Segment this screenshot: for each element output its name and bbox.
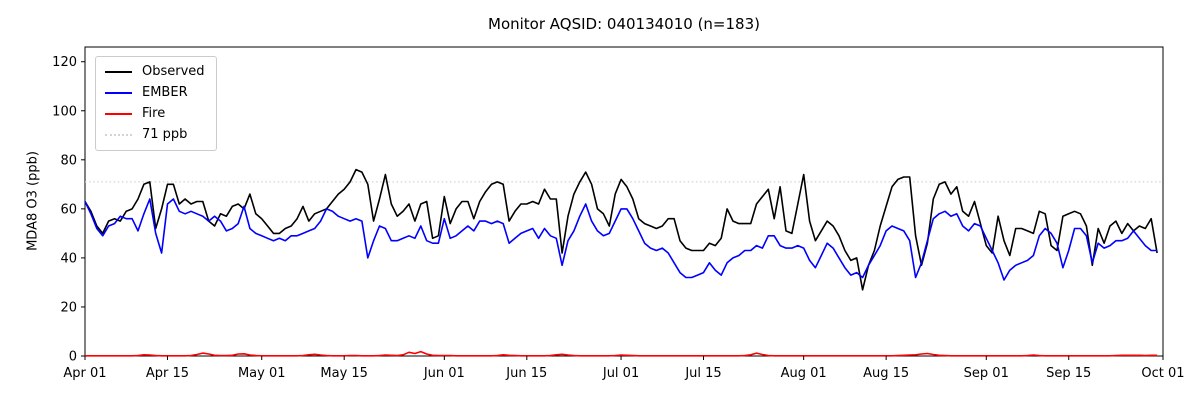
observed-line-sample <box>105 71 132 73</box>
y-tick-label: 100 <box>52 104 77 119</box>
y-tick-label: 0 <box>69 350 77 365</box>
fire-line-sample <box>105 113 132 115</box>
legend-label-fire: Fire <box>142 106 166 121</box>
legend-entry-fire: Fire <box>105 107 205 121</box>
x-tick-label: May 01 <box>238 366 286 381</box>
y-tick-label: 60 <box>60 202 77 217</box>
y-axis-label: MDA8 O3 (ppb) <box>25 151 41 251</box>
legend-entry-observed: Observed <box>105 65 205 79</box>
x-tick-label: Jun 15 <box>505 366 547 381</box>
x-tick-label: Apr 15 <box>146 366 189 381</box>
series-group <box>84 168 1158 357</box>
y-axis-ticks: 0 20 40 60 80 100 120 <box>52 55 85 365</box>
legend-label-observed: Observed <box>142 64 205 79</box>
legend-label-threshold: 71 ppb <box>142 127 188 142</box>
ember-line <box>84 198 1158 281</box>
legend-entry-ember: EMBER <box>105 86 205 100</box>
chart-title: Monitor AQSID: 040134010 (n=183) <box>488 15 760 33</box>
x-tick-label: Apr 01 <box>63 366 106 381</box>
x-axis-ticks: Apr 01 Apr 15 May 01 May 15 Jun 01 Jun 15 Jul … <box>63 356 1185 381</box>
y-tick-label: 80 <box>60 153 77 168</box>
x-tick-label: Jul 15 <box>684 366 721 381</box>
y-tick-label: 40 <box>60 251 77 266</box>
x-tick-label: Aug 01 <box>781 366 827 381</box>
ember-line-sample <box>105 92 132 94</box>
threshold-line-sample <box>105 134 132 136</box>
x-tick-label: Jul 01 <box>602 366 639 381</box>
x-tick-label: Aug 15 <box>863 366 909 381</box>
x-tick-label: May 15 <box>320 366 368 381</box>
x-tick-label: Oct 01 <box>1141 366 1184 381</box>
x-tick-label: Sep 01 <box>964 366 1009 381</box>
y-tick-label: 20 <box>60 300 77 315</box>
x-tick-label: Jun 01 <box>423 366 465 381</box>
observed-line <box>84 168 1158 291</box>
legend: Observed EMBER Fire 71 ppb <box>95 56 217 151</box>
y-tick-label: 120 <box>52 55 77 70</box>
fire-line <box>85 350 1158 357</box>
x-tick-label: Sep 15 <box>1046 366 1091 381</box>
legend-entry-threshold: 71 ppb <box>105 128 205 142</box>
legend-label-ember: EMBER <box>142 85 188 100</box>
